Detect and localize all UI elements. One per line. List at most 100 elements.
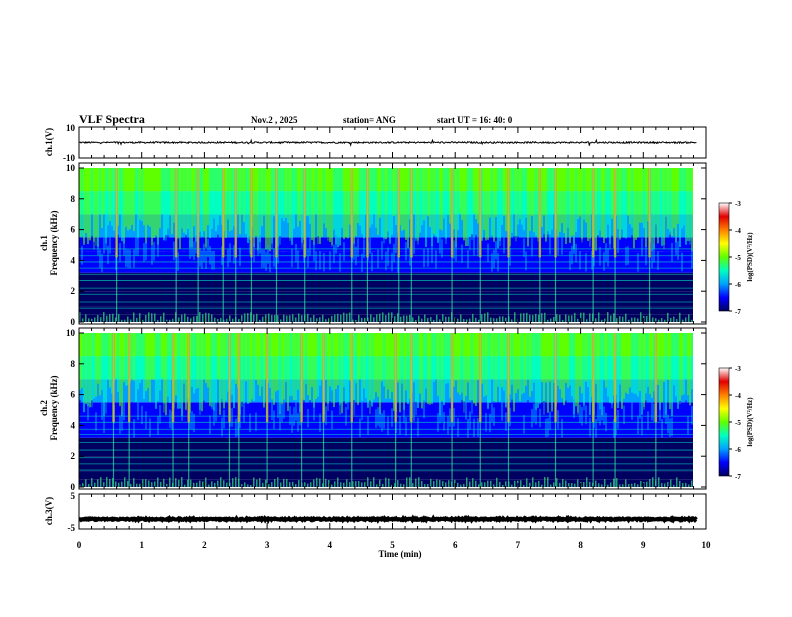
low-freq-noise (511, 319, 513, 322)
spectrum-column (393, 333, 395, 411)
spectrum-column (483, 408, 485, 427)
spectrum-column (319, 413, 321, 432)
spectrum-column (513, 333, 515, 412)
spectrum-column (595, 418, 597, 438)
low-freq-noise (358, 480, 360, 487)
spectrum-column (139, 410, 141, 430)
spectrum-column (471, 333, 473, 414)
spectrum-column (423, 333, 425, 401)
spectrum-column (487, 408, 489, 427)
sferic-impulse (395, 333, 397, 487)
low-freq-noise (514, 480, 516, 487)
spectrum-column (491, 333, 493, 380)
spectrum-column (509, 168, 511, 247)
low-freq-noise (400, 483, 402, 487)
spectrum-column (399, 416, 401, 435)
spectrum-column (153, 405, 155, 424)
spectrum-column (255, 168, 257, 236)
spectrum-column (237, 168, 239, 214)
spectrum-column (587, 168, 589, 241)
spectrum-column (253, 243, 255, 262)
spectrum-column (635, 333, 637, 395)
spectrum-column (525, 251, 527, 271)
spectrum-column (111, 414, 113, 434)
spectrum-column (271, 333, 273, 400)
spectrum-column (85, 244, 87, 264)
spectrum-column (447, 415, 449, 435)
spectrum-column (95, 333, 97, 397)
sferic-impulse (410, 168, 412, 322)
spectrum-column (249, 168, 251, 240)
low-freq-noise (202, 481, 204, 487)
sferic-impulse (554, 168, 557, 322)
sferic-impulse (614, 333, 616, 487)
time-tick-label: 4 (328, 540, 333, 550)
spectrum-column (195, 333, 197, 390)
time-axis-tick-labels: 0 1 2 3 4 5 6 7 8 9 10 (77, 540, 711, 550)
spectrum-column (119, 168, 121, 215)
low-freq-noise (166, 319, 168, 322)
spectrum-column (339, 253, 341, 272)
low-freq-noise (373, 317, 375, 322)
spectrum-column (133, 333, 135, 381)
spectrum-column (211, 333, 213, 410)
spectrum-column (383, 333, 385, 387)
spectrum-column (431, 168, 433, 247)
spectrum-column (583, 168, 585, 220)
low-freq-noise (583, 312, 585, 322)
spectrum-column (465, 168, 467, 247)
spectrum-column (575, 168, 577, 233)
low-freq-noise (598, 483, 600, 487)
low-freq-noise (376, 484, 378, 487)
spectrum-column (665, 405, 667, 424)
sferic-impulse (507, 333, 510, 487)
spectrum-column (337, 168, 339, 248)
spectrum-column (563, 413, 565, 433)
low-freq-noise (388, 312, 390, 322)
spectrum-column (541, 333, 543, 383)
low-freq-noise (190, 318, 192, 322)
low-freq-noise (607, 312, 609, 322)
spectrum-column (493, 407, 495, 426)
spectrum-column (95, 412, 97, 431)
low-freq-noise (280, 482, 282, 487)
spectrum-column (137, 237, 139, 256)
spectrum-column (349, 333, 351, 381)
low-freq-noise (598, 312, 600, 322)
spectrum-column (471, 400, 473, 419)
spectrum-column (89, 333, 91, 408)
spectrum-column (543, 168, 545, 216)
spectrum-column (143, 243, 145, 262)
spectrum-column (217, 168, 219, 226)
spectrum-column (471, 234, 473, 253)
spectrum-column (443, 168, 445, 219)
low-freq-noise (364, 317, 366, 322)
spectrum-column (209, 246, 211, 265)
spectrum-column (623, 237, 625, 256)
low-freq-noise (220, 477, 222, 487)
spectrum-column (133, 249, 135, 268)
low-freq-noise (262, 316, 264, 322)
spectrum-column (325, 251, 327, 270)
spectrum-column (561, 333, 563, 399)
sferic-impulse (250, 168, 253, 322)
spectrum-column (359, 333, 361, 380)
spectrum-column (453, 240, 455, 259)
spectrum-column (553, 333, 555, 384)
spectrum-column (203, 168, 205, 232)
spectrum-column (691, 168, 693, 251)
colorbar-tick-label: -6 (735, 281, 741, 289)
spectrum-column (439, 333, 441, 416)
spectrum-column (513, 236, 515, 255)
spectrum-column (561, 168, 563, 224)
spectrum-column (101, 333, 103, 391)
spectrum-column (491, 168, 493, 236)
spectrum-column (141, 333, 143, 379)
low-freq-noise (658, 477, 660, 487)
spectrum-column (127, 168, 129, 231)
spectrum-column (277, 168, 279, 247)
spectrum-column (457, 333, 459, 393)
low-freq-noise (163, 312, 165, 322)
spectrum-column (157, 416, 159, 435)
spectrum-column (293, 168, 295, 229)
